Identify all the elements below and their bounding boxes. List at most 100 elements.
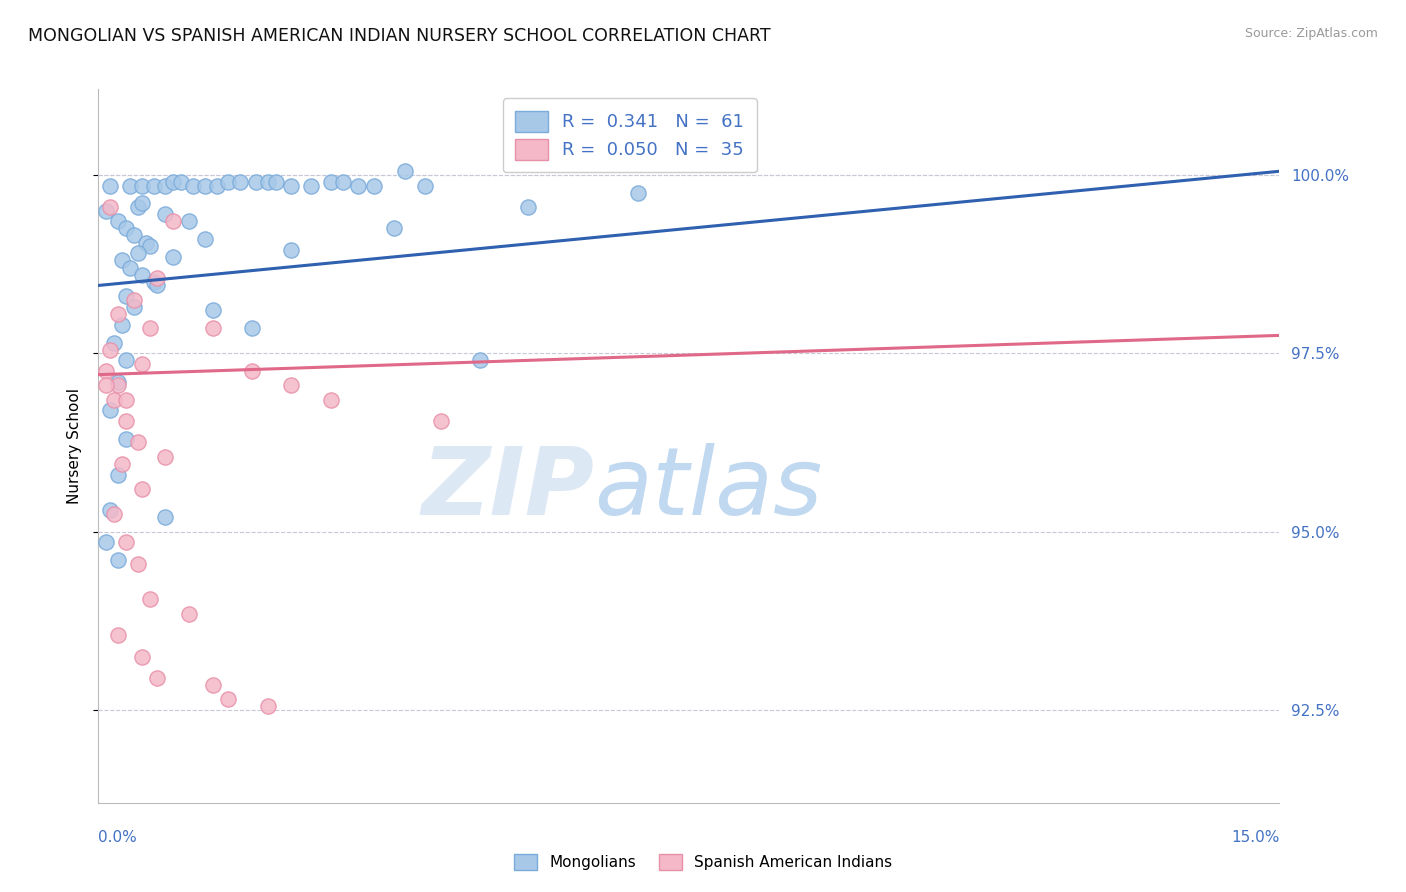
Point	[256, 699, 278, 714]
Point	[177, 214, 200, 228]
Point	[107, 628, 129, 642]
Point	[516, 200, 538, 214]
Point	[162, 175, 184, 189]
Point	[177, 607, 200, 621]
Point	[332, 175, 354, 189]
Point	[516, 150, 538, 164]
Point	[138, 592, 160, 607]
Point	[142, 178, 165, 193]
Point	[107, 378, 129, 392]
Point	[217, 175, 239, 189]
Point	[131, 482, 153, 496]
Point	[98, 403, 121, 417]
Point	[205, 178, 228, 193]
Point	[146, 671, 169, 685]
Point	[162, 214, 184, 228]
Point	[127, 246, 149, 260]
Point	[111, 253, 134, 268]
Point	[135, 235, 157, 250]
Point	[122, 228, 145, 243]
Point	[107, 214, 129, 228]
Point	[382, 221, 405, 235]
Point	[155, 178, 177, 193]
Point	[430, 414, 453, 428]
Point	[131, 178, 153, 193]
Point	[127, 435, 149, 450]
Point	[280, 243, 302, 257]
Point	[413, 178, 436, 193]
Point	[217, 692, 239, 706]
Point	[131, 357, 153, 371]
Point	[107, 375, 129, 389]
Point	[107, 553, 129, 567]
Legend: Mongolians, Spanish American Indians: Mongolians, Spanish American Indians	[506, 847, 900, 878]
Point	[170, 175, 193, 189]
Point	[319, 175, 342, 189]
Point	[194, 232, 217, 246]
Text: atlas: atlas	[595, 443, 823, 534]
Point	[470, 353, 492, 368]
Point	[111, 457, 134, 471]
Point	[103, 335, 125, 350]
Point	[347, 178, 370, 193]
Point	[142, 275, 165, 289]
Point	[98, 200, 121, 214]
Point	[146, 278, 169, 293]
Point	[229, 175, 252, 189]
Point	[299, 178, 322, 193]
Point	[115, 414, 138, 428]
Point	[98, 178, 121, 193]
Point	[115, 289, 138, 303]
Point	[280, 378, 302, 392]
Point	[256, 175, 278, 189]
Point	[115, 432, 138, 446]
Point	[155, 510, 177, 524]
Point	[181, 178, 204, 193]
Legend: R =  0.341   N =  61, R =  0.050   N =  35: R = 0.341 N = 61, R = 0.050 N = 35	[502, 98, 756, 172]
Point	[138, 321, 160, 335]
Point	[131, 649, 153, 664]
Point	[201, 303, 224, 318]
Point	[363, 178, 385, 193]
Point	[127, 200, 149, 214]
Point	[162, 250, 184, 264]
Point	[240, 364, 263, 378]
Point	[146, 271, 169, 285]
Point	[118, 260, 141, 275]
Text: ZIP: ZIP	[422, 442, 595, 535]
Text: 15.0%: 15.0%	[1232, 830, 1279, 845]
Point	[96, 378, 118, 392]
Text: 0.0%: 0.0%	[98, 830, 138, 845]
Point	[394, 164, 416, 178]
Point	[127, 557, 149, 571]
Text: Source: ZipAtlas.com: Source: ZipAtlas.com	[1244, 27, 1378, 40]
Point	[107, 307, 129, 321]
Point	[122, 300, 145, 314]
Point	[111, 318, 134, 332]
Text: MONGOLIAN VS SPANISH AMERICAN INDIAN NURSERY SCHOOL CORRELATION CHART: MONGOLIAN VS SPANISH AMERICAN INDIAN NUR…	[28, 27, 770, 45]
Point	[319, 392, 342, 407]
Point	[245, 175, 267, 189]
Point	[103, 392, 125, 407]
Point	[98, 343, 121, 357]
Point	[98, 503, 121, 517]
Point	[107, 467, 129, 482]
Point	[155, 207, 177, 221]
Point	[118, 178, 141, 193]
Point	[264, 175, 287, 189]
Point	[240, 321, 263, 335]
Y-axis label: Nursery School: Nursery School	[66, 388, 82, 504]
Point	[201, 321, 224, 335]
Point	[131, 268, 153, 282]
Point	[115, 353, 138, 368]
Point	[96, 203, 118, 218]
Point	[122, 293, 145, 307]
Point	[201, 678, 224, 692]
Point	[194, 178, 217, 193]
Point	[131, 196, 153, 211]
Point	[115, 535, 138, 549]
Point	[96, 535, 118, 549]
Point	[138, 239, 160, 253]
Point	[115, 392, 138, 407]
Point	[627, 186, 650, 200]
